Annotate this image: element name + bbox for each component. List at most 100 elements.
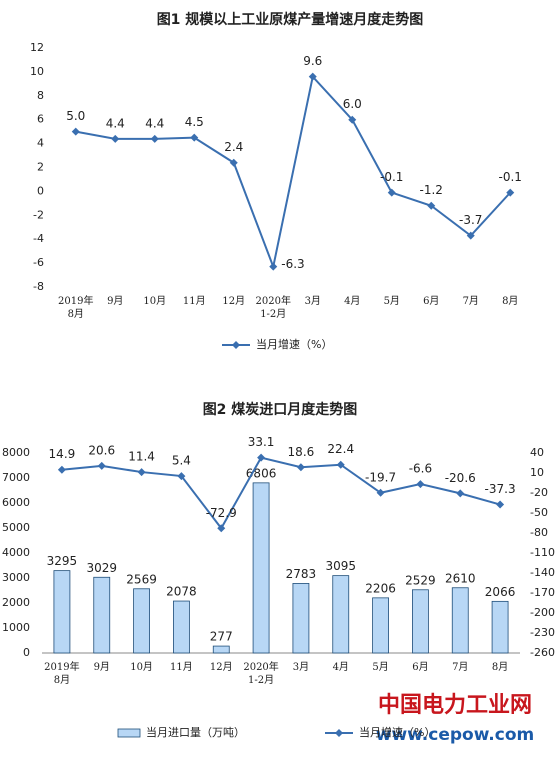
value-label: 9.6 bbox=[303, 54, 322, 68]
value-label: 20.6 bbox=[88, 443, 115, 457]
legend-marker bbox=[335, 729, 343, 737]
value-label: 277 bbox=[210, 630, 233, 644]
y-tick-label: 8 bbox=[37, 89, 44, 102]
marker bbox=[336, 460, 345, 469]
marker bbox=[427, 201, 436, 210]
marker bbox=[229, 158, 238, 167]
bar bbox=[292, 583, 310, 654]
bar bbox=[332, 575, 350, 654]
marker bbox=[456, 489, 465, 498]
marker bbox=[496, 500, 505, 509]
y-tick-label: -4 bbox=[33, 232, 44, 245]
bar bbox=[133, 588, 150, 654]
marker bbox=[190, 133, 199, 142]
bar bbox=[412, 589, 429, 654]
x-tick-label: 12月 bbox=[209, 662, 233, 673]
x-tick-label: 5月 bbox=[372, 662, 389, 673]
y2-tick-label: -200 bbox=[530, 606, 555, 619]
y-tick-label: 12 bbox=[30, 41, 44, 54]
line bbox=[61, 456, 501, 531]
value-label: 33.1 bbox=[248, 435, 275, 449]
value-label: -20.6 bbox=[445, 471, 476, 485]
y-tick-label: 10 bbox=[30, 65, 44, 78]
x-tick-label: 11月 bbox=[182, 296, 206, 307]
value-label: 2206 bbox=[365, 581, 396, 595]
value-label: -72.9 bbox=[206, 506, 237, 520]
value-label: 2610 bbox=[445, 571, 476, 585]
value-label: -0.1 bbox=[380, 170, 403, 184]
legend-label: 当月增速（%） bbox=[256, 337, 332, 351]
value-label: 3295 bbox=[47, 554, 78, 568]
bar bbox=[173, 600, 190, 654]
x-tick-label: 3月 bbox=[292, 662, 310, 673]
value-label: 2529 bbox=[405, 573, 436, 587]
x-tick-label: 10月 bbox=[143, 296, 167, 307]
y2-tick-label: -80 bbox=[530, 526, 548, 539]
value-label: 2078 bbox=[166, 585, 197, 599]
marker bbox=[466, 231, 475, 240]
y-tick-label: 0 bbox=[37, 184, 44, 197]
x-tick-label: 9月 bbox=[107, 296, 124, 307]
x-tick-label: 3月 bbox=[304, 296, 321, 307]
x-tick-label: 7月 bbox=[452, 662, 469, 673]
bar bbox=[451, 587, 469, 654]
value-label: -6.3 bbox=[281, 257, 304, 271]
marker bbox=[97, 461, 106, 470]
watermark-url: www.cepow.com bbox=[376, 725, 535, 745]
watermark-title: 中国电力工业网 bbox=[378, 693, 532, 718]
x-tick-label: 2019年 8月 bbox=[58, 296, 94, 320]
y-tick-label: 8000 bbox=[2, 446, 30, 459]
y2-tick-label: -170 bbox=[530, 586, 555, 599]
value-label: 4.5 bbox=[185, 115, 204, 129]
x-tick-label: 8月 bbox=[502, 296, 519, 307]
x-tick-label: 2020年 1-2月 bbox=[255, 296, 291, 320]
x-tick-label: 10月 bbox=[130, 662, 153, 673]
chart-title: 图2 煤炭进口月度走势图 bbox=[203, 401, 358, 418]
value-label: -19.7 bbox=[365, 470, 396, 484]
x-tick-label: 2020年 1-2月 bbox=[243, 662, 279, 686]
y-tick-label: 1000 bbox=[2, 621, 30, 634]
y2-tick-label: -110 bbox=[530, 546, 555, 559]
y-tick-label: 4 bbox=[37, 137, 44, 150]
value-label: 3095 bbox=[325, 559, 356, 573]
legend-label: 当月进口量（万吨） bbox=[146, 725, 245, 739]
y2-tick-label: -50 bbox=[530, 506, 548, 519]
line bbox=[75, 74, 511, 271]
marker bbox=[150, 134, 159, 143]
value-label: 11.4 bbox=[128, 450, 155, 464]
x-tick-label: 12月 bbox=[222, 296, 246, 307]
marker bbox=[217, 524, 226, 533]
value-label: 2066 bbox=[485, 585, 516, 599]
y-tick-label: 6000 bbox=[2, 496, 30, 509]
y2-tick-label: 40 bbox=[530, 446, 544, 459]
value-label: -0.1 bbox=[499, 170, 522, 184]
y-tick-label: 6 bbox=[37, 113, 44, 126]
bar bbox=[491, 600, 509, 654]
y-tick-label: 7000 bbox=[2, 471, 30, 484]
bar bbox=[372, 597, 389, 654]
marker bbox=[177, 472, 186, 481]
value-label: -1.2 bbox=[420, 183, 443, 197]
x-tick-label: 4月 bbox=[332, 662, 349, 673]
y-tick-label: 0 bbox=[23, 646, 30, 659]
marker bbox=[387, 188, 396, 197]
marker bbox=[71, 127, 80, 136]
y2-tick-label: -260 bbox=[530, 646, 555, 659]
y2-tick-label: -230 bbox=[530, 626, 555, 639]
y-tick-label: 2000 bbox=[2, 596, 30, 609]
y-tick-label: -8 bbox=[33, 280, 44, 293]
y-tick-label: 2 bbox=[37, 161, 44, 174]
value-label: 22.4 bbox=[327, 442, 354, 456]
value-label: 2.4 bbox=[224, 140, 243, 154]
value-label: -37.3 bbox=[485, 482, 516, 496]
legend-marker bbox=[232, 341, 240, 349]
value-label: 4.4 bbox=[145, 116, 164, 130]
bar bbox=[93, 576, 111, 654]
value-label: 14.9 bbox=[49, 447, 76, 461]
marker bbox=[348, 115, 357, 124]
marker bbox=[269, 262, 278, 271]
value-label: 2569 bbox=[126, 572, 157, 586]
marker bbox=[257, 453, 266, 462]
y2-tick-label: -20 bbox=[530, 486, 548, 499]
